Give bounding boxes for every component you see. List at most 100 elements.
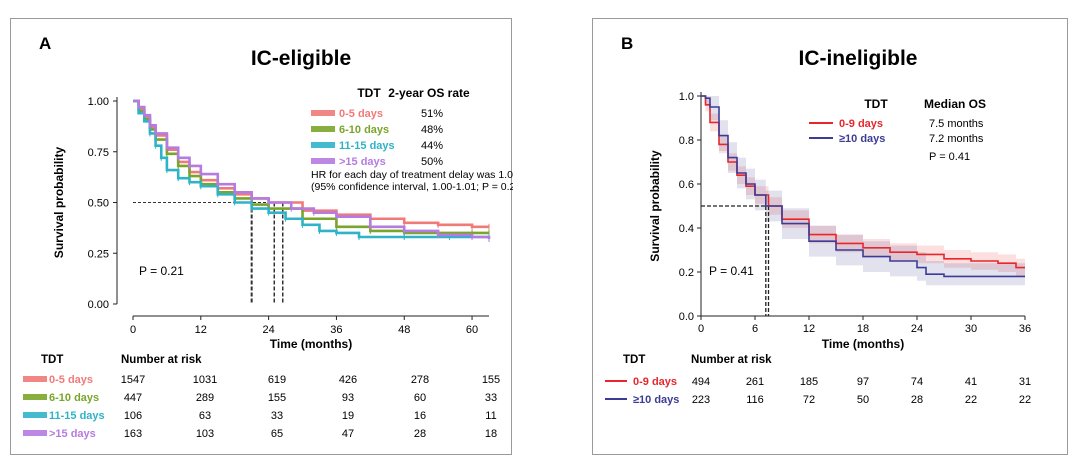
risk-table-cell: 31 [1019, 376, 1031, 388]
risk-table-cell: 426 [339, 374, 357, 386]
risk-table-cell: 33 [485, 392, 497, 404]
risk-table-row-name: ≥10 days [633, 394, 679, 406]
risk-table-cell: 1547 [121, 374, 145, 386]
risk-table-cell: 33 [271, 410, 283, 422]
panel-letter: A [39, 34, 51, 53]
risk-table-cell: 22 [1019, 394, 1031, 406]
risk-table-cell: 47 [342, 428, 354, 440]
x-tick-label: 36 [1019, 323, 1031, 335]
risk-table-cell: 155 [268, 392, 286, 404]
y-tick-label: 0.2 [679, 267, 694, 279]
risk-table-cell: 163 [124, 428, 142, 440]
y-tick-label: 1.00 [88, 96, 109, 108]
chart-title: IC-eligible [251, 47, 351, 70]
risk-table-cell: 28 [414, 428, 426, 440]
y-tick-label: 0.4 [679, 223, 694, 235]
x-tick-label: 0 [698, 323, 704, 335]
risk-table-cell: 106 [124, 410, 142, 422]
risk-table-cell: 65 [271, 428, 283, 440]
risk-table-cell: 63 [199, 410, 211, 422]
risk-table-cell: 28 [911, 394, 923, 406]
risk-table-cell: 97 [857, 376, 869, 388]
series-legend-swatch [311, 126, 335, 132]
y-tick-label: 0.6 [679, 179, 694, 191]
y-tick-label: 0.0 [679, 311, 694, 323]
series-legend-swatch [311, 142, 335, 148]
legend-series-name: 11-15 days [339, 140, 395, 152]
x-tick-label: 12 [195, 324, 207, 336]
legend-header-group: TDT [864, 97, 888, 111]
x-tick-label: 24 [911, 323, 923, 335]
series-legend-swatch [311, 158, 335, 164]
x-tick-label: 60 [466, 324, 478, 336]
y-tick-label: 0.75 [88, 147, 109, 159]
risk-table-cell: 11 [485, 410, 496, 422]
legend-series-name: 0-9 days [839, 118, 883, 130]
risk-table-cell: 103 [196, 428, 214, 440]
risk-table-cell: 93 [342, 392, 354, 404]
x-tick-label: 12 [803, 323, 815, 335]
risk-row-legend-swatch [23, 394, 47, 400]
legend-series-name: 6-10 days [339, 124, 389, 136]
risk-row-legend-swatch [23, 376, 47, 382]
risk-table-cell: 16 [414, 410, 426, 422]
confidence-band [701, 96, 1025, 277]
risk-table-cell: 261 [746, 376, 764, 388]
p-value-label: P = 0.41 [709, 264, 754, 278]
y-axis-label: Survival probability [52, 146, 66, 258]
risk-table-cell: 185 [800, 376, 818, 388]
risk-table-row-name: 0-5 days [49, 374, 93, 386]
x-tick-label: 0 [130, 324, 136, 336]
legend-series-stat: 7.2 months [929, 133, 984, 145]
x-axis-label: Time (months) [270, 337, 352, 351]
legend-note-line-1: HR for each day of treatment delay was 1… [311, 169, 513, 181]
risk-table-cell: 447 [124, 392, 142, 404]
panel-letter: B [621, 34, 633, 53]
chart-title: IC-ineligible [798, 47, 917, 70]
risk-table-cell: 116 [746, 394, 764, 406]
risk-table-cell: 22 [965, 394, 977, 406]
risk-table-cell: 278 [411, 374, 429, 386]
risk-table-cell: 60 [414, 392, 426, 404]
risk-table-cell: 19 [342, 410, 354, 422]
risk-table-cell: 494 [692, 376, 710, 388]
ic-ineligible-chart: B IC-ineligible 0.0 0.2 0.4 0.6 0.8 1.0 0 6 12 18 24… [605, 34, 1031, 406]
legend-series-name: ≥10 days [839, 133, 885, 145]
legend-series-stat: 51% [421, 108, 443, 120]
y-tick-label: 0.25 [88, 248, 109, 260]
risk-table-row-name: 0-9 days [633, 376, 677, 388]
legend-note-line-1: P = 0.41 [929, 151, 970, 163]
ic-eligible-chart: A IC-eligible 0.00 0.25 0.50 0.75 1.00 0 12 24 36 4… [23, 34, 513, 440]
risk-row-legend-swatch [23, 412, 47, 418]
risk-table-cell: 72 [803, 394, 815, 406]
risk-table-cell: 155 [482, 374, 500, 386]
x-axis-label: Time (months) [822, 337, 904, 351]
legend-header-value: 2-year OS rate [388, 86, 470, 100]
legend-series-name: >15 days [339, 156, 386, 168]
panel-a: A IC-eligible 0.00 0.25 0.50 0.75 1.00 0 12 24 36 4… [10, 18, 513, 455]
risk-table-cell: 1031 [193, 374, 217, 386]
risk-table-cell: 18 [485, 428, 497, 440]
risk-table-group-header: TDT [41, 354, 63, 366]
legend-header-value: Median OS [924, 97, 986, 111]
risk-table-cell: 41 [965, 376, 977, 388]
risk-table-row-name: 6-10 days [49, 392, 99, 404]
confidence-band [701, 96, 1025, 286]
x-tick-label: 48 [398, 324, 410, 336]
survival-curve [133, 99, 489, 239]
risk-row-legend-swatch [23, 430, 47, 436]
risk-table-row-name: >15 days [49, 428, 96, 440]
risk-table-header: Number at risk [121, 354, 202, 366]
x-tick-label: 6 [752, 323, 758, 335]
y-tick-label: 0.8 [679, 135, 694, 147]
legend-series-stat: 7.5 months [929, 118, 984, 130]
risk-table-cell: 223 [692, 394, 710, 406]
x-tick-label: 36 [330, 324, 342, 336]
risk-table-cell: 619 [268, 374, 286, 386]
y-axis-label: Survival probability [648, 150, 662, 262]
survival-curve [701, 95, 1025, 278]
legend-series-stat: 48% [421, 124, 443, 136]
survival-curve [701, 95, 1025, 269]
legend-note-line-2: (95% confidence interval, 1.00-1.01; P =… [311, 181, 513, 193]
risk-table-group-header: TDT [623, 354, 645, 366]
